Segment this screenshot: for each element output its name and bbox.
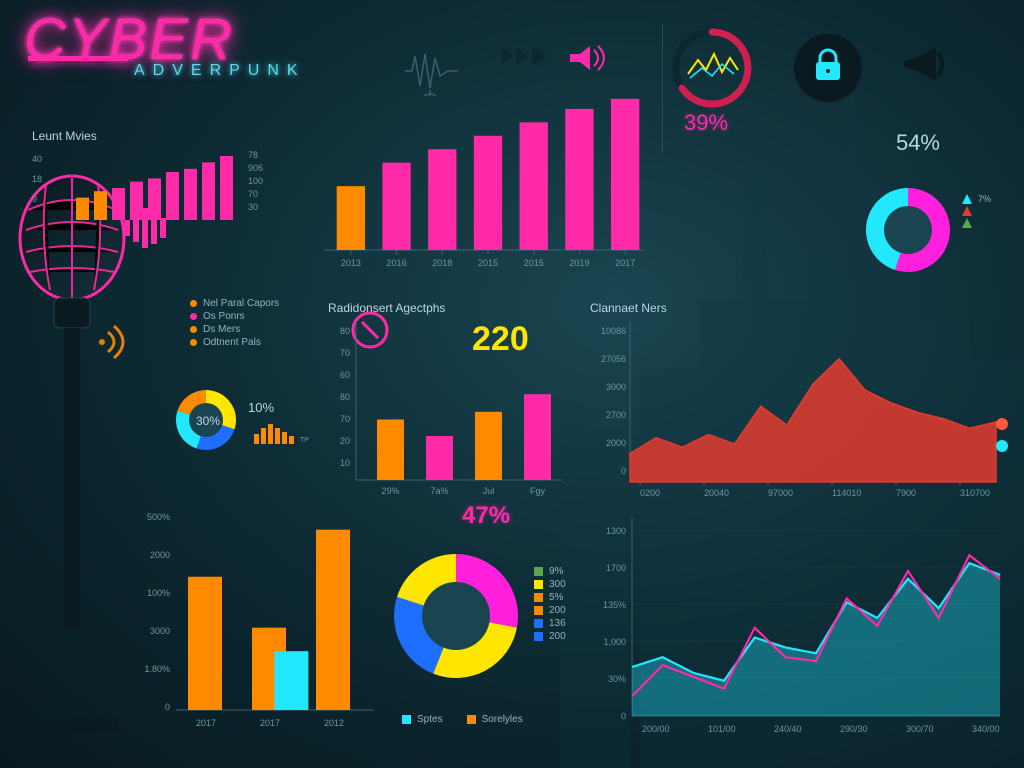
donut-big: 47% 9%3005%200136200 SptesSorelyles (384, 520, 604, 725)
legend-a: Nel Paral CaporsOs PonrsDs MersOdtnent P… (190, 296, 279, 350)
svg-text:60: 60 (340, 370, 350, 380)
svg-text:97000: 97000 (768, 488, 793, 498)
svg-text:30: 30 (248, 202, 258, 212)
svg-text:500%: 500% (147, 512, 170, 522)
leunt-mvies-svg: Leunt Mvies 40 18 9 78 906 100 70 30 (30, 128, 290, 228)
svg-text:18: 18 (32, 174, 42, 184)
lock-badge-icon (792, 32, 864, 104)
svg-text:290/30: 290/30 (840, 724, 868, 734)
gauge-pct-b: 54% (896, 130, 940, 156)
svg-text:10%: 10% (248, 400, 274, 415)
svg-text:27056: 27056 (601, 354, 626, 364)
divider (662, 24, 663, 154)
svg-text:300/70: 300/70 (906, 724, 934, 734)
svg-text:Leunt Mvies: Leunt Mvies (32, 129, 97, 143)
svg-text:2019: 2019 (569, 258, 589, 268)
svg-text:40: 40 (32, 154, 42, 164)
svg-text:20040: 20040 (704, 488, 729, 498)
svg-text:7a%: 7a% (430, 486, 448, 496)
svg-text:78: 78 (248, 150, 258, 160)
svg-text:30%: 30% (196, 414, 220, 428)
gauge-pct-a: 39% (684, 110, 728, 136)
svg-text:9: 9 (32, 194, 37, 204)
svg-text:0200: 0200 (640, 488, 660, 498)
svg-text:TP: TP (300, 437, 309, 444)
donut-big-footer: SptesSorelyles (402, 712, 523, 727)
leunt-mvies-chart: Leunt Mvies 40 18 9 78 906 100 70 30 (30, 128, 290, 233)
svg-text:1700: 1700 (606, 563, 626, 573)
svg-text:906: 906 (248, 163, 263, 173)
side-dots (996, 408, 1008, 462)
svg-text:70: 70 (340, 414, 350, 424)
svg-text:240/40: 240/40 (774, 724, 802, 734)
svg-text:2015: 2015 (524, 258, 544, 268)
donut-big-label: 47% (462, 502, 510, 530)
svg-text:10: 10 (340, 458, 350, 468)
svg-text:7900: 7900 (896, 488, 916, 498)
svg-text:Clannaet Ners: Clannaet Ners (590, 301, 667, 315)
svg-text:Fgy: Fgy (530, 486, 546, 496)
svg-text:2700: 2700 (606, 410, 626, 420)
svg-text:10086: 10086 (601, 326, 626, 336)
radionsert-chart: Radidonsert Agectphs 220 80706080702010 … (322, 298, 574, 498)
svg-text:2013: 2013 (341, 258, 361, 268)
svg-text:3000: 3000 (150, 626, 170, 636)
svg-text:1300: 1300 (606, 526, 626, 536)
svg-text:100%: 100% (147, 588, 170, 598)
svg-text:70: 70 (340, 348, 350, 358)
svg-text:0: 0 (165, 702, 170, 712)
svg-text:1,000: 1,000 (603, 637, 626, 647)
svg-text:114010: 114010 (832, 488, 861, 498)
svg-text:80: 80 (340, 326, 350, 336)
svg-text:2016: 2016 (387, 258, 407, 268)
brand-subtitle: ADVERPUNK (134, 64, 306, 78)
svg-text:340/00: 340/00 (972, 724, 1000, 734)
svg-text:3000: 3000 (606, 382, 626, 392)
svg-text:310700: 310700 (960, 488, 990, 498)
svg-text:Jul: Jul (483, 486, 495, 496)
svg-text:70: 70 (248, 189, 258, 199)
megaphone-icon (900, 43, 946, 94)
svg-text:101/00: 101/00 (708, 724, 736, 734)
gauge-icon: 39% (668, 24, 756, 112)
donut-small-a: 30% 10% TP (170, 376, 320, 471)
bottom-line-chart: 1300 1700 135% 1,000 30% 0 200/00 101/00 240/40… (586, 506, 1006, 746)
svg-text:2018: 2018 (432, 258, 452, 268)
svg-text:2017: 2017 (615, 258, 635, 268)
donut-big-legend: 9%3005%200136200 (534, 564, 566, 644)
svg-text:200/00: 200/00 (642, 724, 670, 734)
donut-right: 7% (860, 178, 990, 293)
svg-text:220: 220 (472, 320, 529, 358)
clannaet-chart: Clannaet Ners 10086 27056 3000 2700 2000 0 020… (586, 298, 1006, 504)
top-right-stats: 39% (668, 24, 946, 112)
svg-text:1.80%: 1.80% (144, 664, 170, 674)
svg-text:0: 0 (621, 466, 626, 476)
svg-text:0: 0 (621, 711, 626, 721)
svg-text:2000: 2000 (606, 438, 626, 448)
svg-text:80: 80 (340, 392, 350, 402)
svg-text:20: 20 (340, 436, 350, 446)
svg-text:29%: 29% (381, 486, 399, 496)
svg-text:Radidonsert Agectphs: Radidonsert Agectphs (328, 301, 445, 315)
svg-text:2000: 2000 (150, 550, 170, 560)
svg-text:135%: 135% (603, 600, 626, 610)
bottom-bars: 500% 2000 100% 3000 1.80% 0 2017 2017 2012 (130, 494, 380, 740)
svg-text:100: 100 (248, 176, 263, 186)
svg-text:2017: 2017 (260, 718, 280, 728)
brand-logo: CYBER ADVERPUNK (24, 14, 306, 79)
svg-text:2017: 2017 (196, 718, 216, 728)
svg-text:2012: 2012 (324, 718, 344, 728)
main-bar-chart: 2013 2016 2018 2015 2015 2019 2017 (300, 70, 652, 282)
svg-text:2015: 2015 (478, 258, 498, 268)
svg-text:30%: 30% (608, 674, 626, 684)
